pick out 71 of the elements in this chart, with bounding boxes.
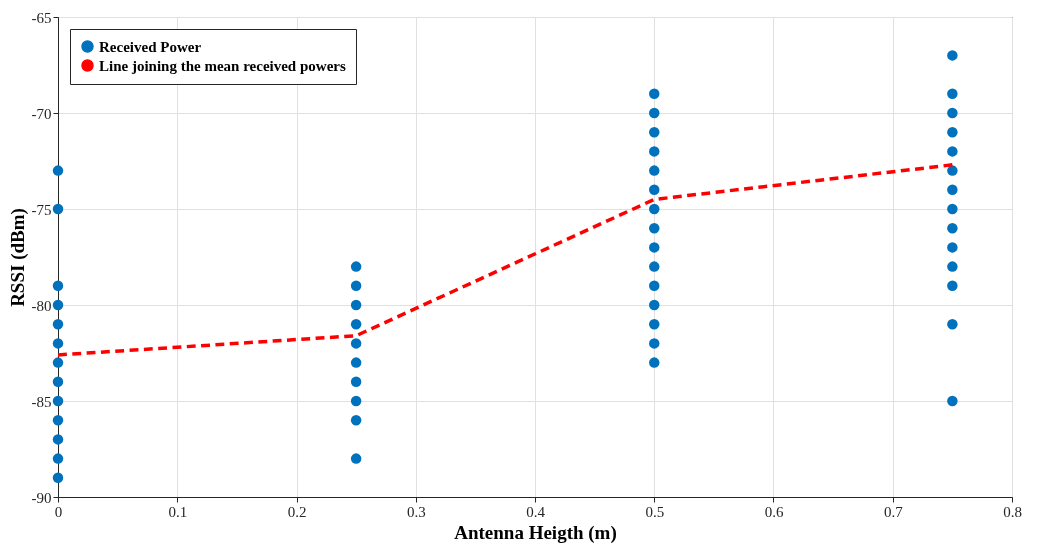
y-tick-label: -90 [31,489,52,506]
legend-label: Received Power [99,38,202,55]
point [52,280,64,292]
point [52,434,64,445]
point [350,280,362,292]
x-axis-title: Antenna Heigth (m) [454,521,617,544]
legend-label: Line joining the mean received powers [99,57,346,74]
point [52,453,64,464]
point [52,318,64,330]
point [947,126,958,138]
point [350,376,362,388]
point [350,453,362,464]
x-tick-label: 0.4 [526,503,546,520]
point [350,414,362,426]
point [649,126,660,138]
point [947,280,958,292]
point [947,203,958,215]
point [350,357,362,368]
y-tick-label: -75 [31,201,52,218]
point [947,242,958,253]
point [947,165,958,176]
point [52,338,64,349]
point [52,203,64,215]
point [350,338,362,349]
point [350,318,362,330]
y-axis-title: RSSI (dBm) [6,208,29,307]
point [649,242,660,253]
point [947,395,958,407]
y-tick-label: -85 [31,393,52,410]
point [649,280,660,292]
point [52,414,64,426]
point [52,357,64,368]
point [649,318,660,330]
point [52,472,64,484]
point [350,299,362,311]
point [350,261,362,272]
x-tick-label: 0.8 [1003,503,1022,520]
point [649,107,660,119]
y-tick-label: -65 [31,9,52,26]
x-tick-label: 0.6 [764,503,784,520]
point [649,357,660,368]
point [947,107,958,119]
point [649,299,660,311]
x-tick-label: 0.7 [883,503,904,520]
y-tick-label: -80 [31,297,52,314]
point [52,299,64,311]
point [947,222,958,234]
x-tick-label: 0 [54,503,63,520]
y-tick-label: -70 [31,105,52,122]
point [350,395,362,407]
point [649,165,660,176]
point [947,146,958,157]
point [649,88,660,100]
x-tick-label: 0.5 [645,503,665,520]
point [649,261,660,272]
point [649,338,660,349]
point [52,376,64,388]
point [649,184,660,196]
x-tick-label: 0.2 [287,503,307,520]
point [947,261,958,272]
point [649,222,660,234]
point [947,50,958,61]
x-tick-label: 0.1 [168,503,188,520]
point [947,318,958,330]
point [947,88,958,100]
point [52,165,64,176]
point [649,203,660,215]
x-tick-label: 0.3 [406,503,426,520]
point [52,395,64,407]
point [947,184,958,196]
point [649,146,660,157]
